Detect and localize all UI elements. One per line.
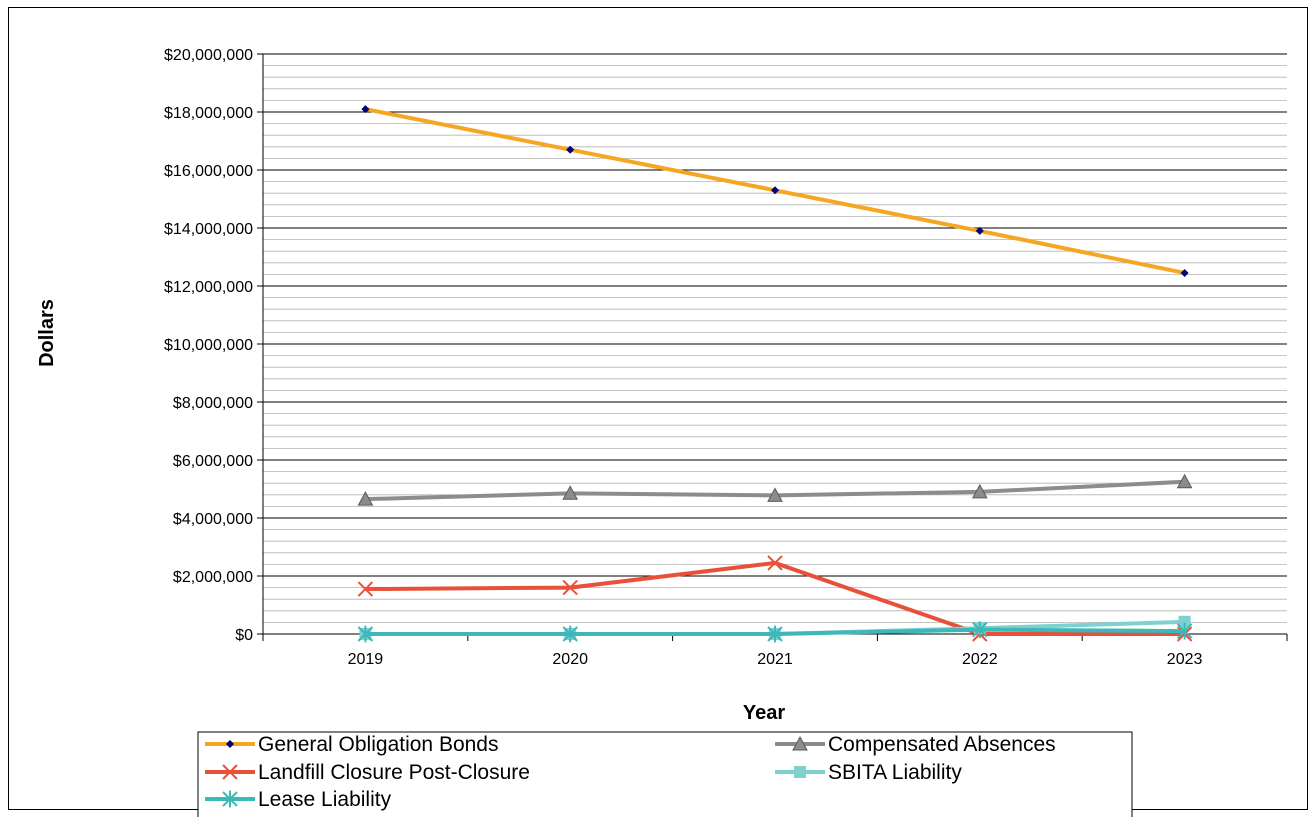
data-point bbox=[1180, 268, 1189, 277]
legend-marker bbox=[222, 790, 238, 808]
data-point bbox=[562, 625, 578, 643]
data-point bbox=[971, 483, 988, 499]
legend-item: General Obligation Bonds bbox=[205, 733, 499, 756]
grid-lines bbox=[263, 53, 1287, 623]
y-tick-label: $12,000,000 bbox=[164, 279, 253, 296]
y-tick-label: $8,000,000 bbox=[173, 395, 253, 412]
y-tick-label: $16,000,000 bbox=[164, 163, 253, 180]
x-axis-title: Year bbox=[743, 702, 785, 724]
y-tick-label: $0 bbox=[235, 627, 253, 644]
legend-item: SBITA Liability bbox=[775, 761, 962, 784]
y-tick-label: $10,000,000 bbox=[164, 337, 253, 354]
legend-marker bbox=[222, 764, 238, 780]
legend-marker bbox=[226, 740, 234, 748]
data-point bbox=[566, 145, 575, 154]
y-tick-label: $2,000,000 bbox=[173, 569, 253, 586]
x-tick-label: 2022 bbox=[962, 651, 998, 668]
legend-label: Compensated Absences bbox=[828, 733, 1056, 756]
data-point bbox=[1178, 615, 1191, 628]
legend-label: SBITA Liability bbox=[828, 761, 962, 784]
data-point bbox=[1176, 473, 1193, 489]
y-tick-label: $6,000,000 bbox=[173, 453, 253, 470]
data-point bbox=[357, 625, 374, 643]
y-tick-label: $20,000,000 bbox=[164, 47, 253, 64]
legend-label: Lease Liability bbox=[258, 788, 392, 811]
y-tick-label: $18,000,000 bbox=[164, 105, 253, 122]
y-tick-label: $14,000,000 bbox=[164, 221, 253, 238]
y-tick-label: $4,000,000 bbox=[173, 511, 253, 528]
legend: General Obligation Bonds Compensated Abse… bbox=[205, 733, 1056, 811]
legend-item: Landfill Closure Post-Closure bbox=[205, 761, 530, 784]
legend-label: General Obligation Bonds bbox=[258, 733, 499, 756]
data-point bbox=[562, 485, 579, 500]
data-point bbox=[767, 555, 783, 571]
legend-label: Landfill Closure Post-Closure bbox=[258, 761, 530, 784]
series bbox=[357, 473, 1193, 506]
series-layer bbox=[357, 105, 1193, 643]
series bbox=[357, 621, 1193, 643]
x-tick-label: 2019 bbox=[348, 651, 384, 668]
legend-item: Compensated Absences bbox=[775, 733, 1056, 756]
data-point bbox=[975, 226, 984, 235]
legend-marker bbox=[792, 735, 808, 751]
data-point bbox=[771, 186, 779, 195]
x-tick-label: 2021 bbox=[757, 651, 793, 668]
series-line bbox=[365, 560, 1185, 636]
data-point bbox=[972, 621, 988, 639]
data-point bbox=[357, 581, 374, 597]
series bbox=[361, 105, 1189, 277]
data-point bbox=[1176, 622, 1193, 640]
x-tick-label: 2023 bbox=[1167, 651, 1203, 668]
data-point bbox=[767, 487, 783, 502]
chart-frame bbox=[8, 7, 1308, 810]
data-point bbox=[767, 625, 783, 643]
legend-box bbox=[197, 731, 1133, 817]
y-axis-title: Dollars bbox=[36, 299, 58, 367]
legend-item: Lease Liability bbox=[205, 788, 392, 811]
y-tick-labels: $0 $2,000,000 $4,000,000 $6,000,000 $8,000,0… bbox=[164, 47, 253, 644]
data-point bbox=[562, 579, 578, 596]
x-tick-label: 2020 bbox=[552, 651, 588, 668]
legend-marker bbox=[794, 766, 806, 778]
x-tick-labels: 2019 2020 2021 2022 2023 bbox=[348, 651, 1203, 668]
data-point bbox=[357, 491, 374, 506]
data-point bbox=[361, 105, 370, 114]
